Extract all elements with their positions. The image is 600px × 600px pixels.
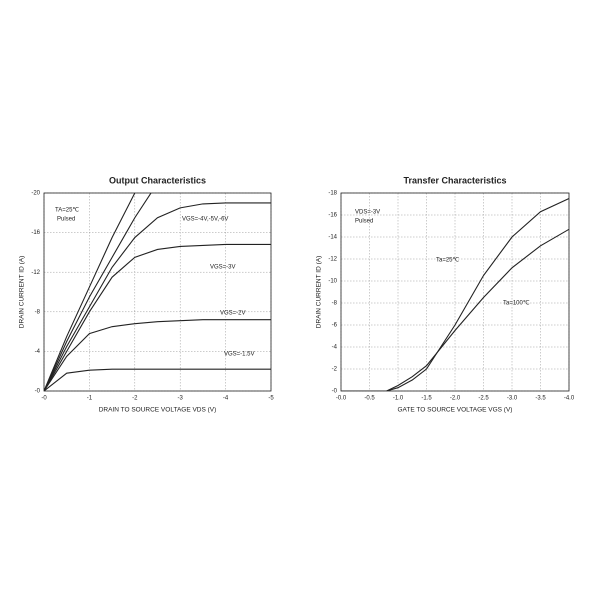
y-tick-label: -12 xyxy=(31,270,40,276)
chart-title: Output Characteristics xyxy=(109,175,206,185)
annotation: VGS=-2V xyxy=(220,311,246,317)
curve xyxy=(44,193,152,391)
annotation: VGS=-4V,-5V,-6V xyxy=(182,217,228,223)
annotation: Ta=25℃ xyxy=(436,258,460,264)
y-tick-label: -16 xyxy=(328,213,337,219)
curve xyxy=(44,202,271,391)
annotation: Ta=100℃ xyxy=(503,301,530,307)
x-tick-label: -1.0 xyxy=(393,396,404,402)
y-tick-label: -8 xyxy=(332,301,338,307)
chart-title: Transfer Characteristics xyxy=(403,175,506,185)
y-axis-label: DRAIN CURRENT ID (A) xyxy=(19,256,26,328)
curve xyxy=(44,319,271,391)
x-axis-label: DRAIN TO SOURCE VOLTAGE VDS (V) xyxy=(99,407,217,414)
x-tick-label: -3 xyxy=(178,396,184,402)
x-tick-label: -3.0 xyxy=(507,396,518,402)
x-tick-label: -5 xyxy=(268,396,274,402)
annotation: TA=25℃ xyxy=(55,208,79,214)
annotation: VGS=-3V xyxy=(210,265,236,271)
x-tick-label: -2 xyxy=(132,396,138,402)
curve xyxy=(341,198,569,391)
plot-frame xyxy=(340,192,570,392)
y-tick-label: -2 xyxy=(332,367,338,373)
y-tick-label: -4 xyxy=(332,345,338,351)
x-axis-label: GATE TO SOURCE VOLTAGE VGS (V) xyxy=(398,407,513,414)
y-tick-label: -14 xyxy=(328,235,337,241)
y-tick-label: -4 xyxy=(35,349,41,355)
y-tick-label: -6 xyxy=(332,323,338,329)
x-tick-label: -1.5 xyxy=(421,396,432,402)
y-tick-label: -0 xyxy=(35,389,41,395)
x-tick-label: -4.0 xyxy=(564,396,575,402)
plot-frame xyxy=(43,192,272,392)
x-tick-label: -0 xyxy=(41,396,47,402)
y-tick-label: -20 xyxy=(31,191,40,197)
y-tick-label: -12 xyxy=(328,257,337,263)
y-tick-label: -18 xyxy=(328,191,337,197)
x-tick-label: -1 xyxy=(87,396,93,402)
annotation: Pulsed xyxy=(57,217,75,223)
y-tick-label: -8 xyxy=(35,309,41,315)
x-tick-label: -2.5 xyxy=(478,396,489,402)
annotation: Pulsed xyxy=(355,219,373,225)
x-tick-label: -4 xyxy=(223,396,229,402)
x-tick-label: -0.5 xyxy=(364,396,375,402)
y-tick-label: -0 xyxy=(332,389,338,395)
annotation: VDS=-3V xyxy=(355,210,380,216)
y-axis-label: DRAIN CURRENT ID (A) xyxy=(316,256,323,328)
curve xyxy=(44,368,271,391)
curve xyxy=(44,193,136,391)
x-tick-label: -0.0 xyxy=(336,396,347,402)
annotation: VGS=-1.5V xyxy=(224,352,255,358)
y-tick-label: -10 xyxy=(328,279,337,285)
y-tick-label: -16 xyxy=(31,230,40,236)
x-tick-label: -3.5 xyxy=(535,396,546,402)
x-tick-label: -2.0 xyxy=(450,396,461,402)
curve xyxy=(44,243,271,391)
curve xyxy=(341,228,569,391)
